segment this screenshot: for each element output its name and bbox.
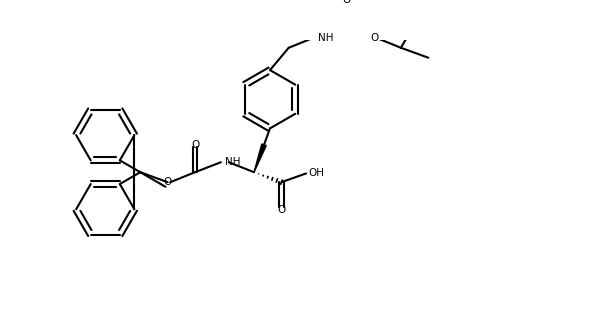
- Text: NH: NH: [318, 33, 333, 43]
- Text: O: O: [277, 205, 286, 215]
- Text: O: O: [342, 0, 350, 5]
- Text: O: O: [370, 33, 378, 43]
- Text: O: O: [164, 177, 172, 187]
- Text: O: O: [191, 140, 199, 150]
- Text: OH: OH: [309, 168, 325, 179]
- Text: NH: NH: [224, 157, 240, 167]
- Polygon shape: [254, 144, 266, 172]
